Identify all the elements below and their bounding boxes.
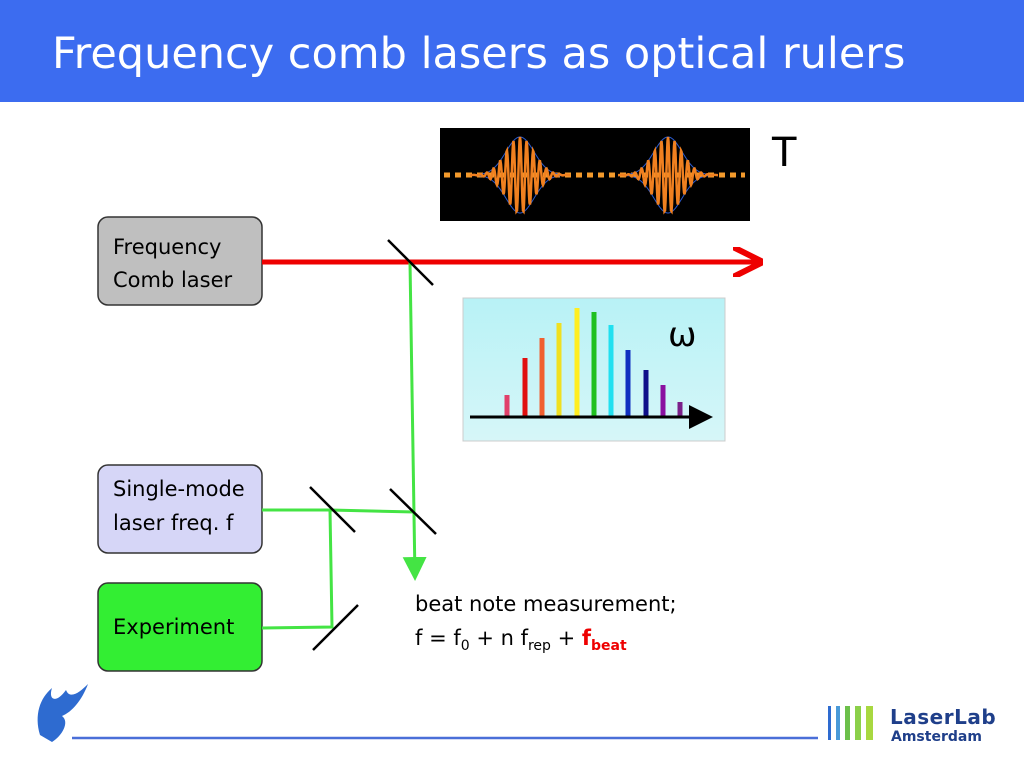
formula-part: + n f bbox=[470, 626, 529, 650]
wave-packet bbox=[617, 136, 719, 215]
formula-sub: 0 bbox=[461, 638, 470, 654]
wave-packet bbox=[617, 174, 719, 214]
box-text: Single-mode bbox=[113, 477, 245, 501]
comb-teeth bbox=[504, 308, 683, 417]
formula-sub: rep bbox=[528, 638, 551, 654]
formula-part: f = f bbox=[415, 626, 461, 650]
spectrum-label: ω bbox=[668, 315, 696, 355]
box-text: laser freq. f bbox=[113, 511, 234, 535]
box-text: Comb laser bbox=[113, 268, 233, 292]
formula-part: f bbox=[582, 626, 592, 650]
pulse-label: T bbox=[771, 130, 797, 176]
formula-sub: beat bbox=[591, 638, 627, 654]
wave-packet bbox=[469, 174, 571, 214]
title: Frequency comb lasers as optical rulers bbox=[52, 29, 905, 79]
title-bar bbox=[0, 0, 1024, 102]
university-logo bbox=[37, 684, 88, 742]
wave-packet bbox=[469, 136, 571, 215]
logo-city: Amsterdam bbox=[891, 729, 982, 745]
formula-part: + bbox=[551, 626, 582, 650]
box-text: Experiment bbox=[113, 615, 234, 639]
pulse-train bbox=[469, 136, 719, 215]
box-text: Frequency bbox=[113, 235, 222, 259]
beam-splitter bbox=[389, 488, 437, 535]
formula: f = f0 + n frep + fbeat bbox=[415, 626, 627, 654]
beam-splitter bbox=[387, 239, 434, 286]
beat-beam bbox=[402, 261, 427, 581]
beam-splitter bbox=[309, 486, 356, 533]
measurement-text: beat note measurement; bbox=[415, 592, 677, 616]
laserlab-bars bbox=[828, 706, 873, 740]
mirror bbox=[312, 604, 359, 651]
single-mode-beam bbox=[262, 508, 416, 514]
experiment-beam bbox=[261, 509, 334, 630]
logo-name: LaserLab bbox=[890, 705, 996, 729]
